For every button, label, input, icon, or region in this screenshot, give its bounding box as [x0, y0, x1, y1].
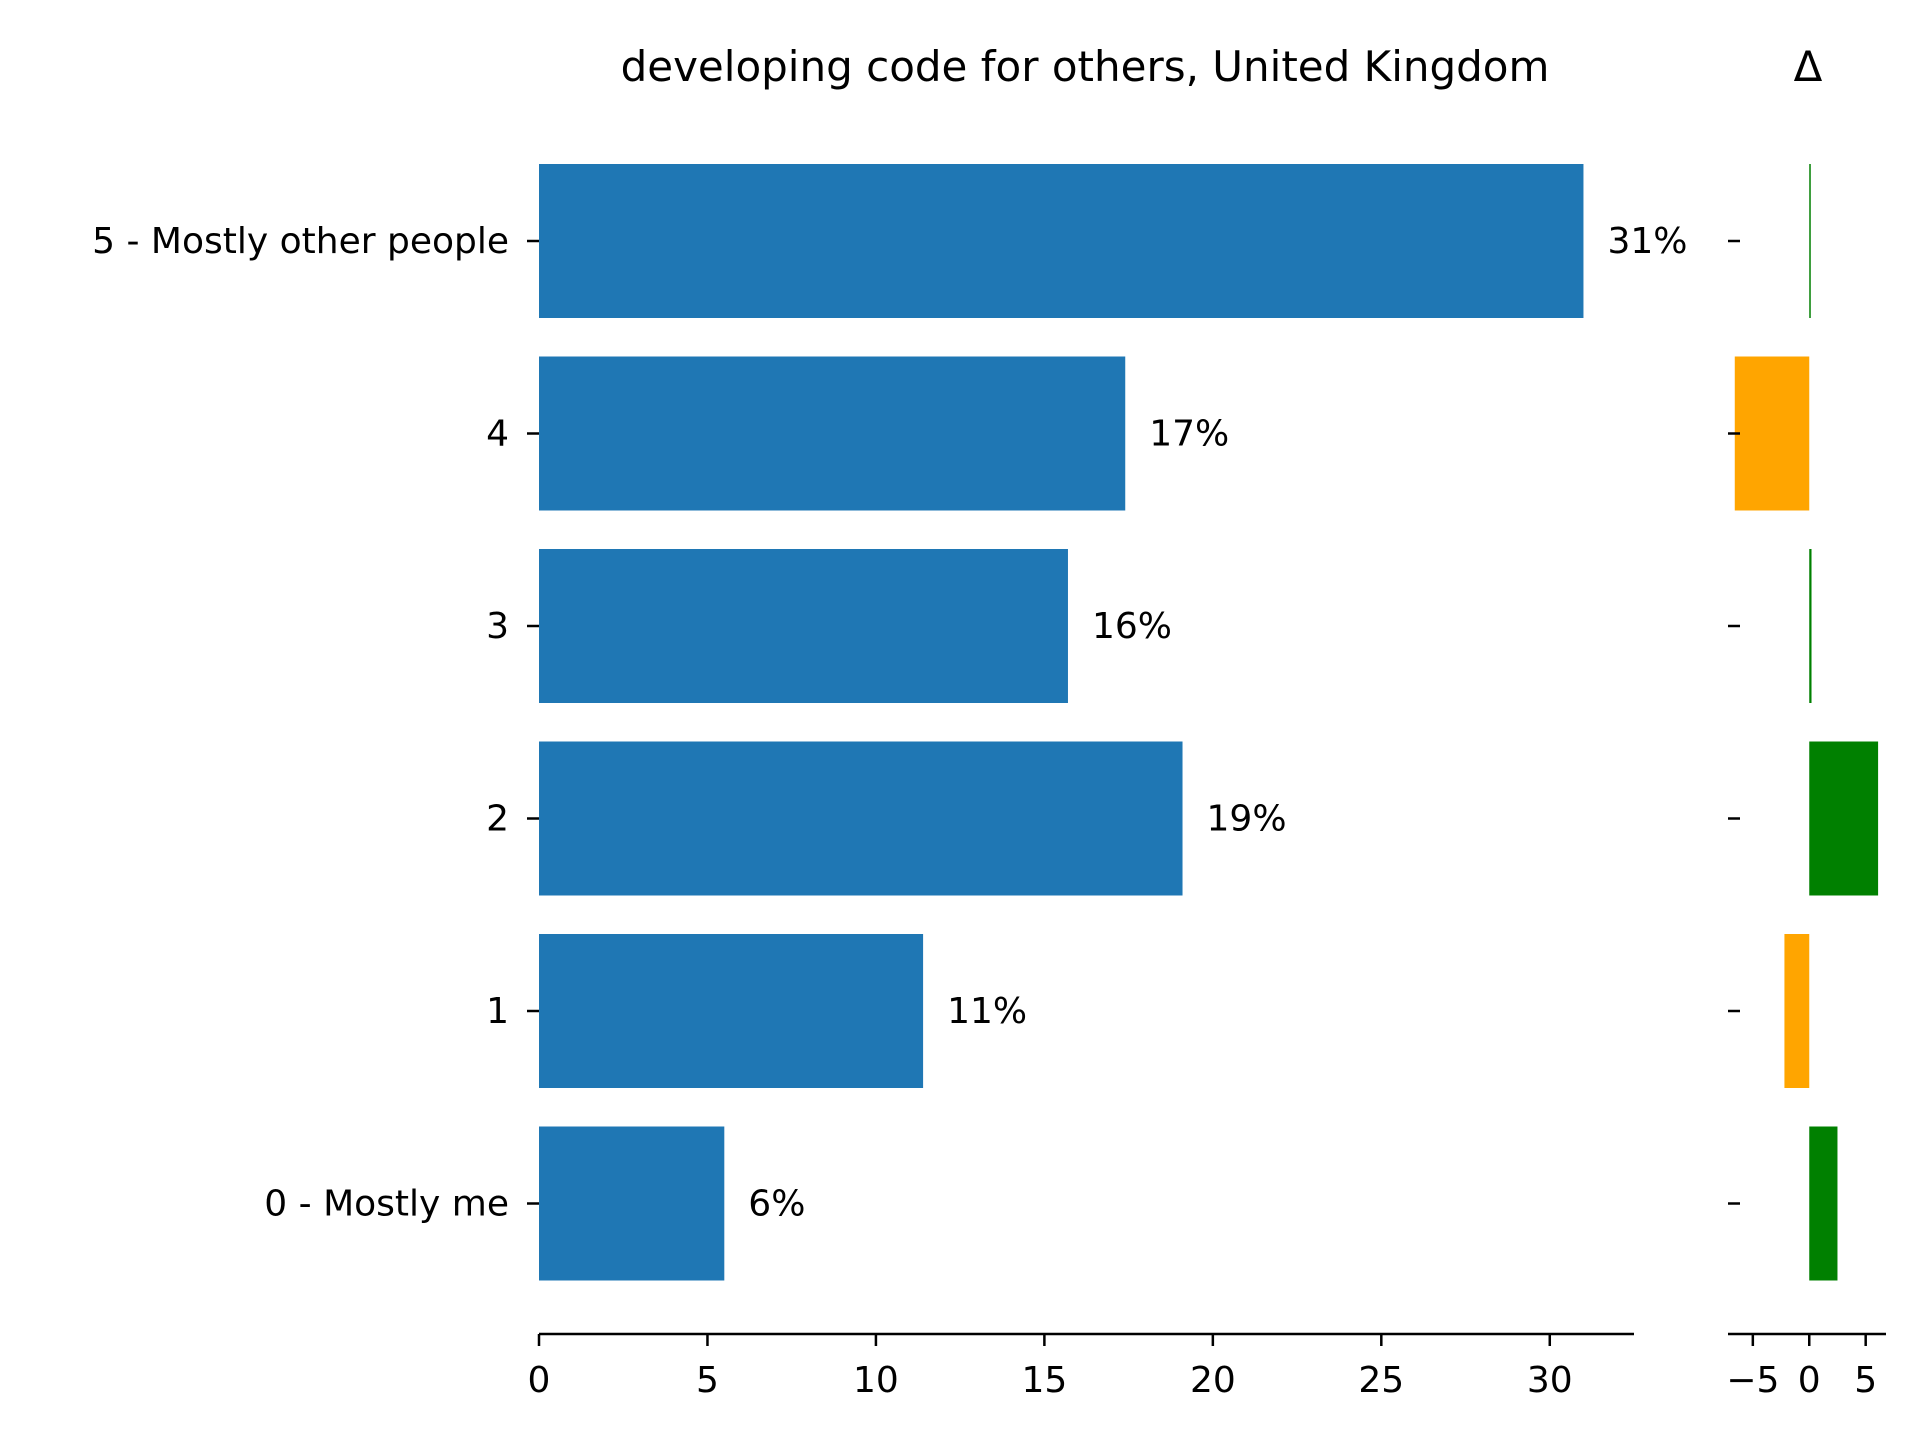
delta-bar — [1784, 934, 1810, 1088]
x-tick-label: 10 — [853, 1360, 899, 1401]
delta-x-tick-label: −5 — [1726, 1360, 1779, 1401]
main-plot: 31%5 - Mostly other people17%416%319%211… — [92, 164, 1687, 1401]
x-tick-label: 30 — [1527, 1360, 1573, 1401]
y-tick-label: 4 — [486, 414, 509, 455]
y-tick-label: 5 - Mostly other people — [92, 221, 509, 262]
delta-bar — [1734, 356, 1810, 511]
delta-bar — [1809, 741, 1879, 896]
x-tick-label: 15 — [1021, 1360, 1067, 1401]
delta-x-tick-label: 0 — [1798, 1360, 1821, 1401]
data-label: 17% — [1149, 414, 1229, 455]
data-label: 19% — [1207, 799, 1287, 840]
delta-bar — [1809, 549, 1812, 703]
bar — [539, 1126, 725, 1281]
delta-bar — [1809, 1126, 1838, 1281]
data-label: 31% — [1607, 221, 1687, 262]
bar — [539, 741, 1183, 896]
x-tick-label: 20 — [1190, 1360, 1236, 1401]
main-chart-title: developing code for others, United Kingd… — [621, 42, 1550, 91]
delta-plot: −5 0 5 — [1726, 164, 1886, 1401]
delta-bar — [1809, 164, 1811, 318]
x-tick-label: 5 — [696, 1360, 719, 1401]
y-tick-label: 2 — [486, 799, 509, 840]
delta-x-tick-label: 5 — [1854, 1360, 1877, 1401]
y-tick-label: 1 — [486, 991, 509, 1032]
delta-chart-title: Δ — [1794, 42, 1823, 91]
bar — [539, 549, 1068, 703]
bar — [539, 934, 924, 1088]
data-label: 11% — [947, 991, 1027, 1032]
x-tick-label: 0 — [528, 1360, 551, 1401]
bar — [539, 164, 1584, 318]
data-label: 16% — [1092, 606, 1172, 647]
data-label: 6% — [748, 1184, 805, 1225]
x-tick-label: 25 — [1358, 1360, 1404, 1401]
y-tick-label: 3 — [486, 606, 509, 647]
y-tick-label: 0 - Mostly me — [264, 1184, 509, 1225]
bar — [539, 356, 1126, 511]
